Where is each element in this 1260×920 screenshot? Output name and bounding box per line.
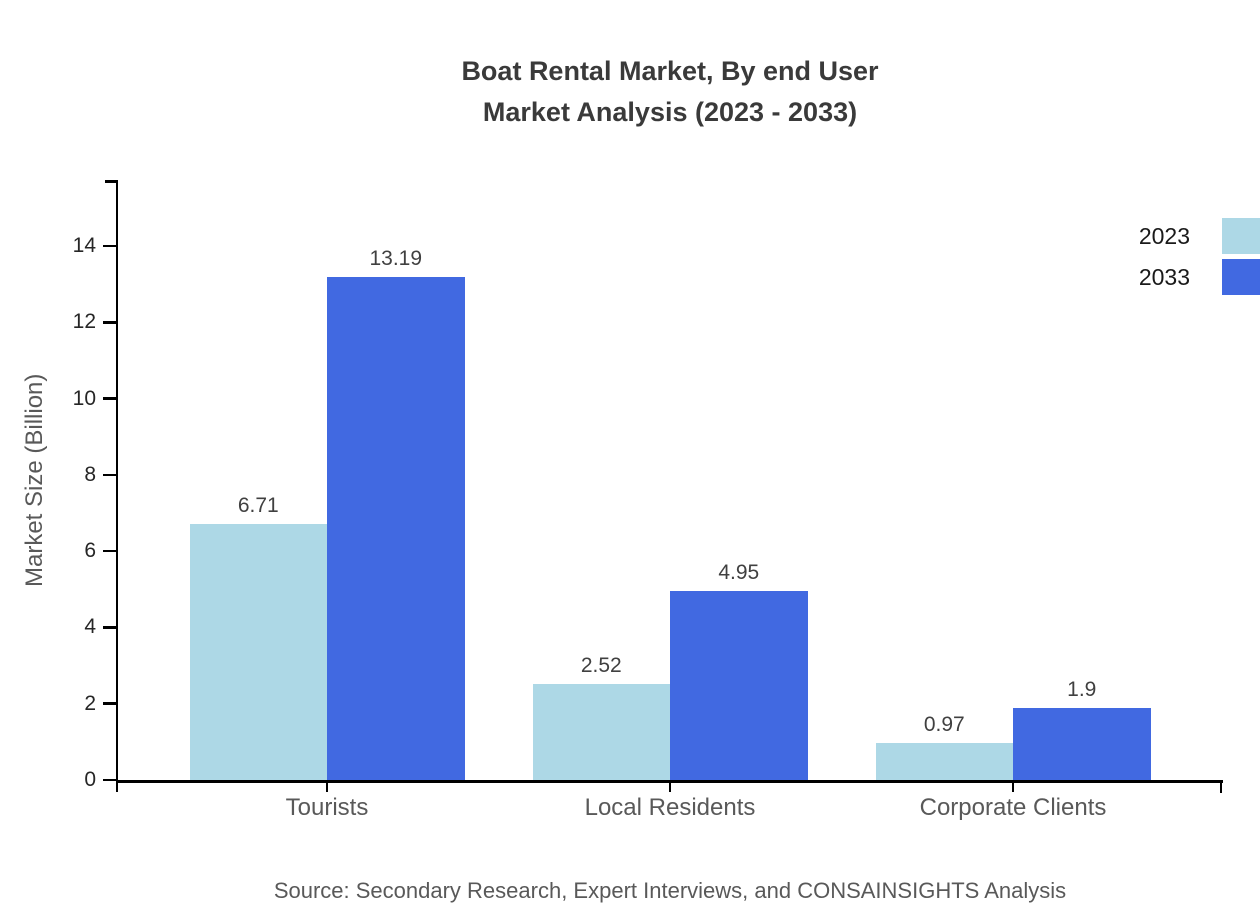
chart-title-line2: Market Analysis (2023 - 2033): [482, 97, 858, 127]
x-category-label-local-residents: Local Residents: [584, 794, 756, 821]
bar-value-label: 13.19: [369, 246, 423, 270]
y-tick-mark: [102, 321, 116, 324]
bar-value-label: 0.97: [923, 713, 965, 736]
plot-area: 0 2 4 6 8 10 12 14 Tourists Local Residents Corpor…: [73, 180, 1223, 821]
y-tick-label: 14: [72, 233, 96, 257]
x-tick-mark: [325, 781, 329, 792]
y-axis-end-tick: [104, 180, 116, 183]
y-tick-mark: [102, 626, 116, 629]
y-tick-label: 2: [84, 691, 96, 715]
chart-title-line1: Boat Rental Market, By end User: [461, 56, 879, 86]
legend-item-2023: 2023: [1139, 218, 1260, 254]
y-axis-line: [115, 180, 118, 792]
y-tick-label: 4: [84, 615, 96, 639]
y-tick-mark: [102, 549, 116, 553]
legend-label-2023: 2023: [1138, 222, 1190, 249]
bar-2033-corporate-clients: [1013, 707, 1151, 780]
legend-swatch-2023: [1222, 218, 1260, 254]
bar-value-label: 6.71: [237, 494, 279, 518]
bar-2023-tourists: [189, 524, 327, 780]
y-tick-label: 12: [72, 310, 96, 334]
x-tick-mark: [668, 781, 672, 792]
bar-value-label: 1.9: [1067, 677, 1097, 701]
bar-value-label: 2.52: [580, 653, 622, 677]
bar-2023-corporate-clients: [875, 743, 1013, 780]
y-tick-mark: [102, 244, 116, 248]
source-note: Source: Secondary Research, Expert Inter…: [273, 878, 1067, 903]
bar-2023-local-residents: [532, 683, 670, 780]
legend-swatch-2033: [1222, 259, 1260, 295]
x-category-label-tourists: Tourists: [285, 794, 369, 821]
y-tick-mark: [102, 473, 116, 477]
bar-2033-local-residents: [670, 591, 808, 780]
y-tick-label: 10: [72, 386, 96, 410]
y-tick-label: 8: [84, 462, 96, 486]
x-axis-end-tick: [1219, 780, 1222, 793]
y-tick-mark: [102, 397, 116, 400]
y-tick-mark: [102, 702, 116, 705]
y-tick-mark: [102, 778, 116, 782]
x-category-label-corporate-clients: Corporate Clients: [919, 794, 1107, 821]
y-tick-label: 0: [84, 768, 96, 791]
legend-item-2033: 2033: [1139, 259, 1260, 295]
x-tick-mark: [1011, 781, 1015, 792]
legend: 2023 2033: [1139, 218, 1260, 295]
legend-label-2033: 2033: [1138, 263, 1190, 290]
bar-value-label: 4.95: [718, 561, 760, 585]
chart-title: Boat Rental Market, By end User Market A…: [118, 51, 1222, 133]
y-tick-label: 6: [84, 539, 96, 563]
bar-2033-tourists: [327, 276, 465, 780]
